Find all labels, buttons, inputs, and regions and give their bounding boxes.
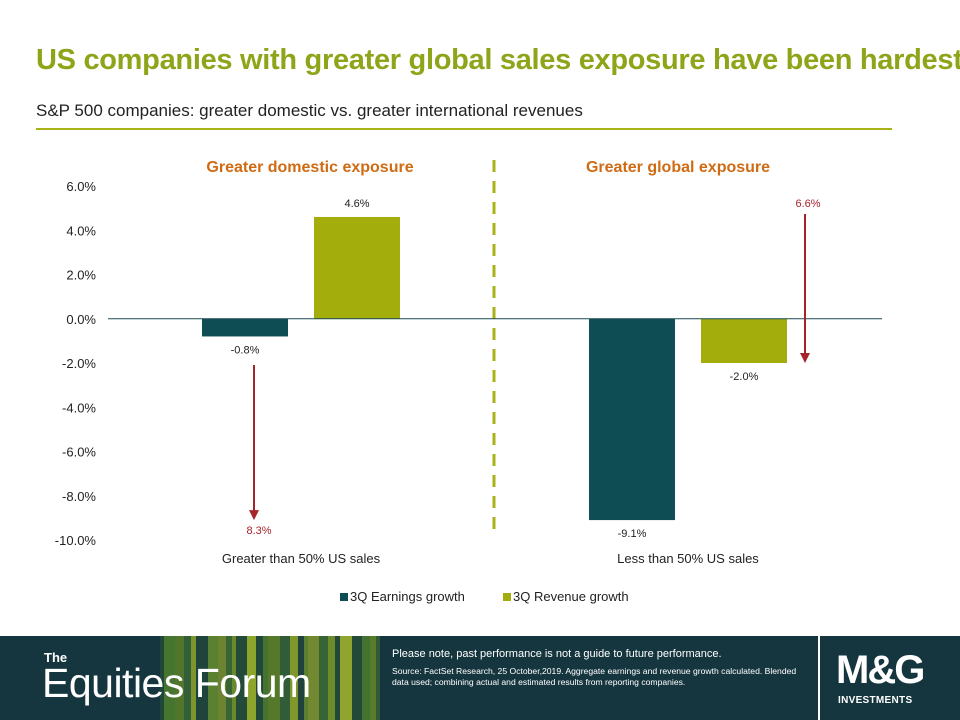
section-label: Greater global exposure [586, 159, 770, 176]
bar-revenue [314, 216, 400, 319]
footer-stripe [335, 636, 340, 720]
source-note: Source: FactSet Research, 25 October,201… [392, 666, 797, 687]
footer-divider [818, 636, 820, 720]
data-label: -2.0% [730, 371, 759, 383]
footer-stripe [175, 636, 184, 720]
footer-stripe [370, 636, 376, 720]
annotation-arrowhead [249, 510, 259, 521]
y-tick-label: 6.0% [66, 179, 96, 194]
footer-stripe [208, 636, 218, 720]
annotation-label: 6.6% [795, 198, 820, 210]
footer-stripe [256, 636, 263, 720]
footer-stripe [304, 636, 308, 720]
y-tick-label: -4.0% [62, 400, 96, 415]
legend-swatch [340, 593, 348, 601]
title-rule [36, 128, 892, 130]
x-category-label: Greater than 50% US sales [222, 551, 381, 566]
chart-subtitle: S&P 500 companies: greater domestic vs. … [36, 101, 583, 120]
footer-stripe [236, 636, 247, 720]
footer-stripe [280, 636, 290, 720]
footer-stripe [218, 636, 226, 720]
footer-stripe [362, 636, 370, 720]
footer-stripe [191, 636, 196, 720]
footer-stripe [164, 636, 175, 720]
bar-earnings [202, 318, 288, 337]
footer-stripe [308, 636, 319, 720]
mg-logo-subtitle: INVESTMENTS [838, 695, 913, 706]
footer-stripe [340, 636, 352, 720]
annotation-label: 8.3% [246, 525, 271, 537]
disclaimer-text: Please note, past performance is not a g… [392, 648, 722, 660]
footer-stripe [352, 636, 362, 720]
footer-stripe [263, 636, 268, 720]
legend-label: 3Q Revenue growth [513, 589, 629, 604]
data-label: -0.8% [231, 344, 260, 356]
data-label: 4.6% [344, 198, 369, 210]
mg-logo: M&G [836, 648, 925, 692]
legend-label: 3Q Earnings growth [350, 589, 465, 604]
y-tick-label: 4.0% [66, 223, 96, 238]
footer-stripe [319, 636, 328, 720]
bar-chart: Greater domestic exposure Greater global … [55, 159, 882, 604]
footer-stripe [226, 636, 232, 720]
footer-stripe [298, 636, 304, 720]
data-label: -9.1% [618, 528, 647, 540]
footer-stripe [328, 636, 335, 720]
footer-stripe [196, 636, 208, 720]
footer-stripe [184, 636, 191, 720]
y-tick-label: 2.0% [66, 268, 96, 283]
footer-stripe [376, 636, 380, 720]
footer-stripe [160, 636, 164, 720]
chart-title: US companies with greater global sales e… [36, 44, 960, 76]
footer-stripe [268, 636, 280, 720]
legend-swatch [503, 593, 511, 601]
footer-stripe [290, 636, 298, 720]
y-tick-label: 0.0% [66, 312, 96, 327]
y-tick-label: -6.0% [62, 445, 96, 460]
bar-earnings [589, 318, 675, 521]
annotation-arrowhead [800, 353, 810, 363]
footer-bar: The Equities Forum Please note, past per… [0, 636, 960, 720]
y-tick-label: -2.0% [62, 356, 96, 371]
x-category-label: Less than 50% US sales [617, 551, 759, 566]
section-label: Greater domestic exposure [206, 159, 413, 176]
footer-stripes [160, 636, 380, 720]
footer-stripe [247, 636, 256, 720]
brand-name: Equities Forum [42, 660, 311, 706]
y-tick-label: -10.0% [55, 533, 97, 548]
brand-prefix: The [44, 650, 68, 665]
y-tick-label: -8.0% [62, 489, 96, 504]
footer-stripe [232, 636, 236, 720]
bar-revenue [701, 318, 787, 363]
